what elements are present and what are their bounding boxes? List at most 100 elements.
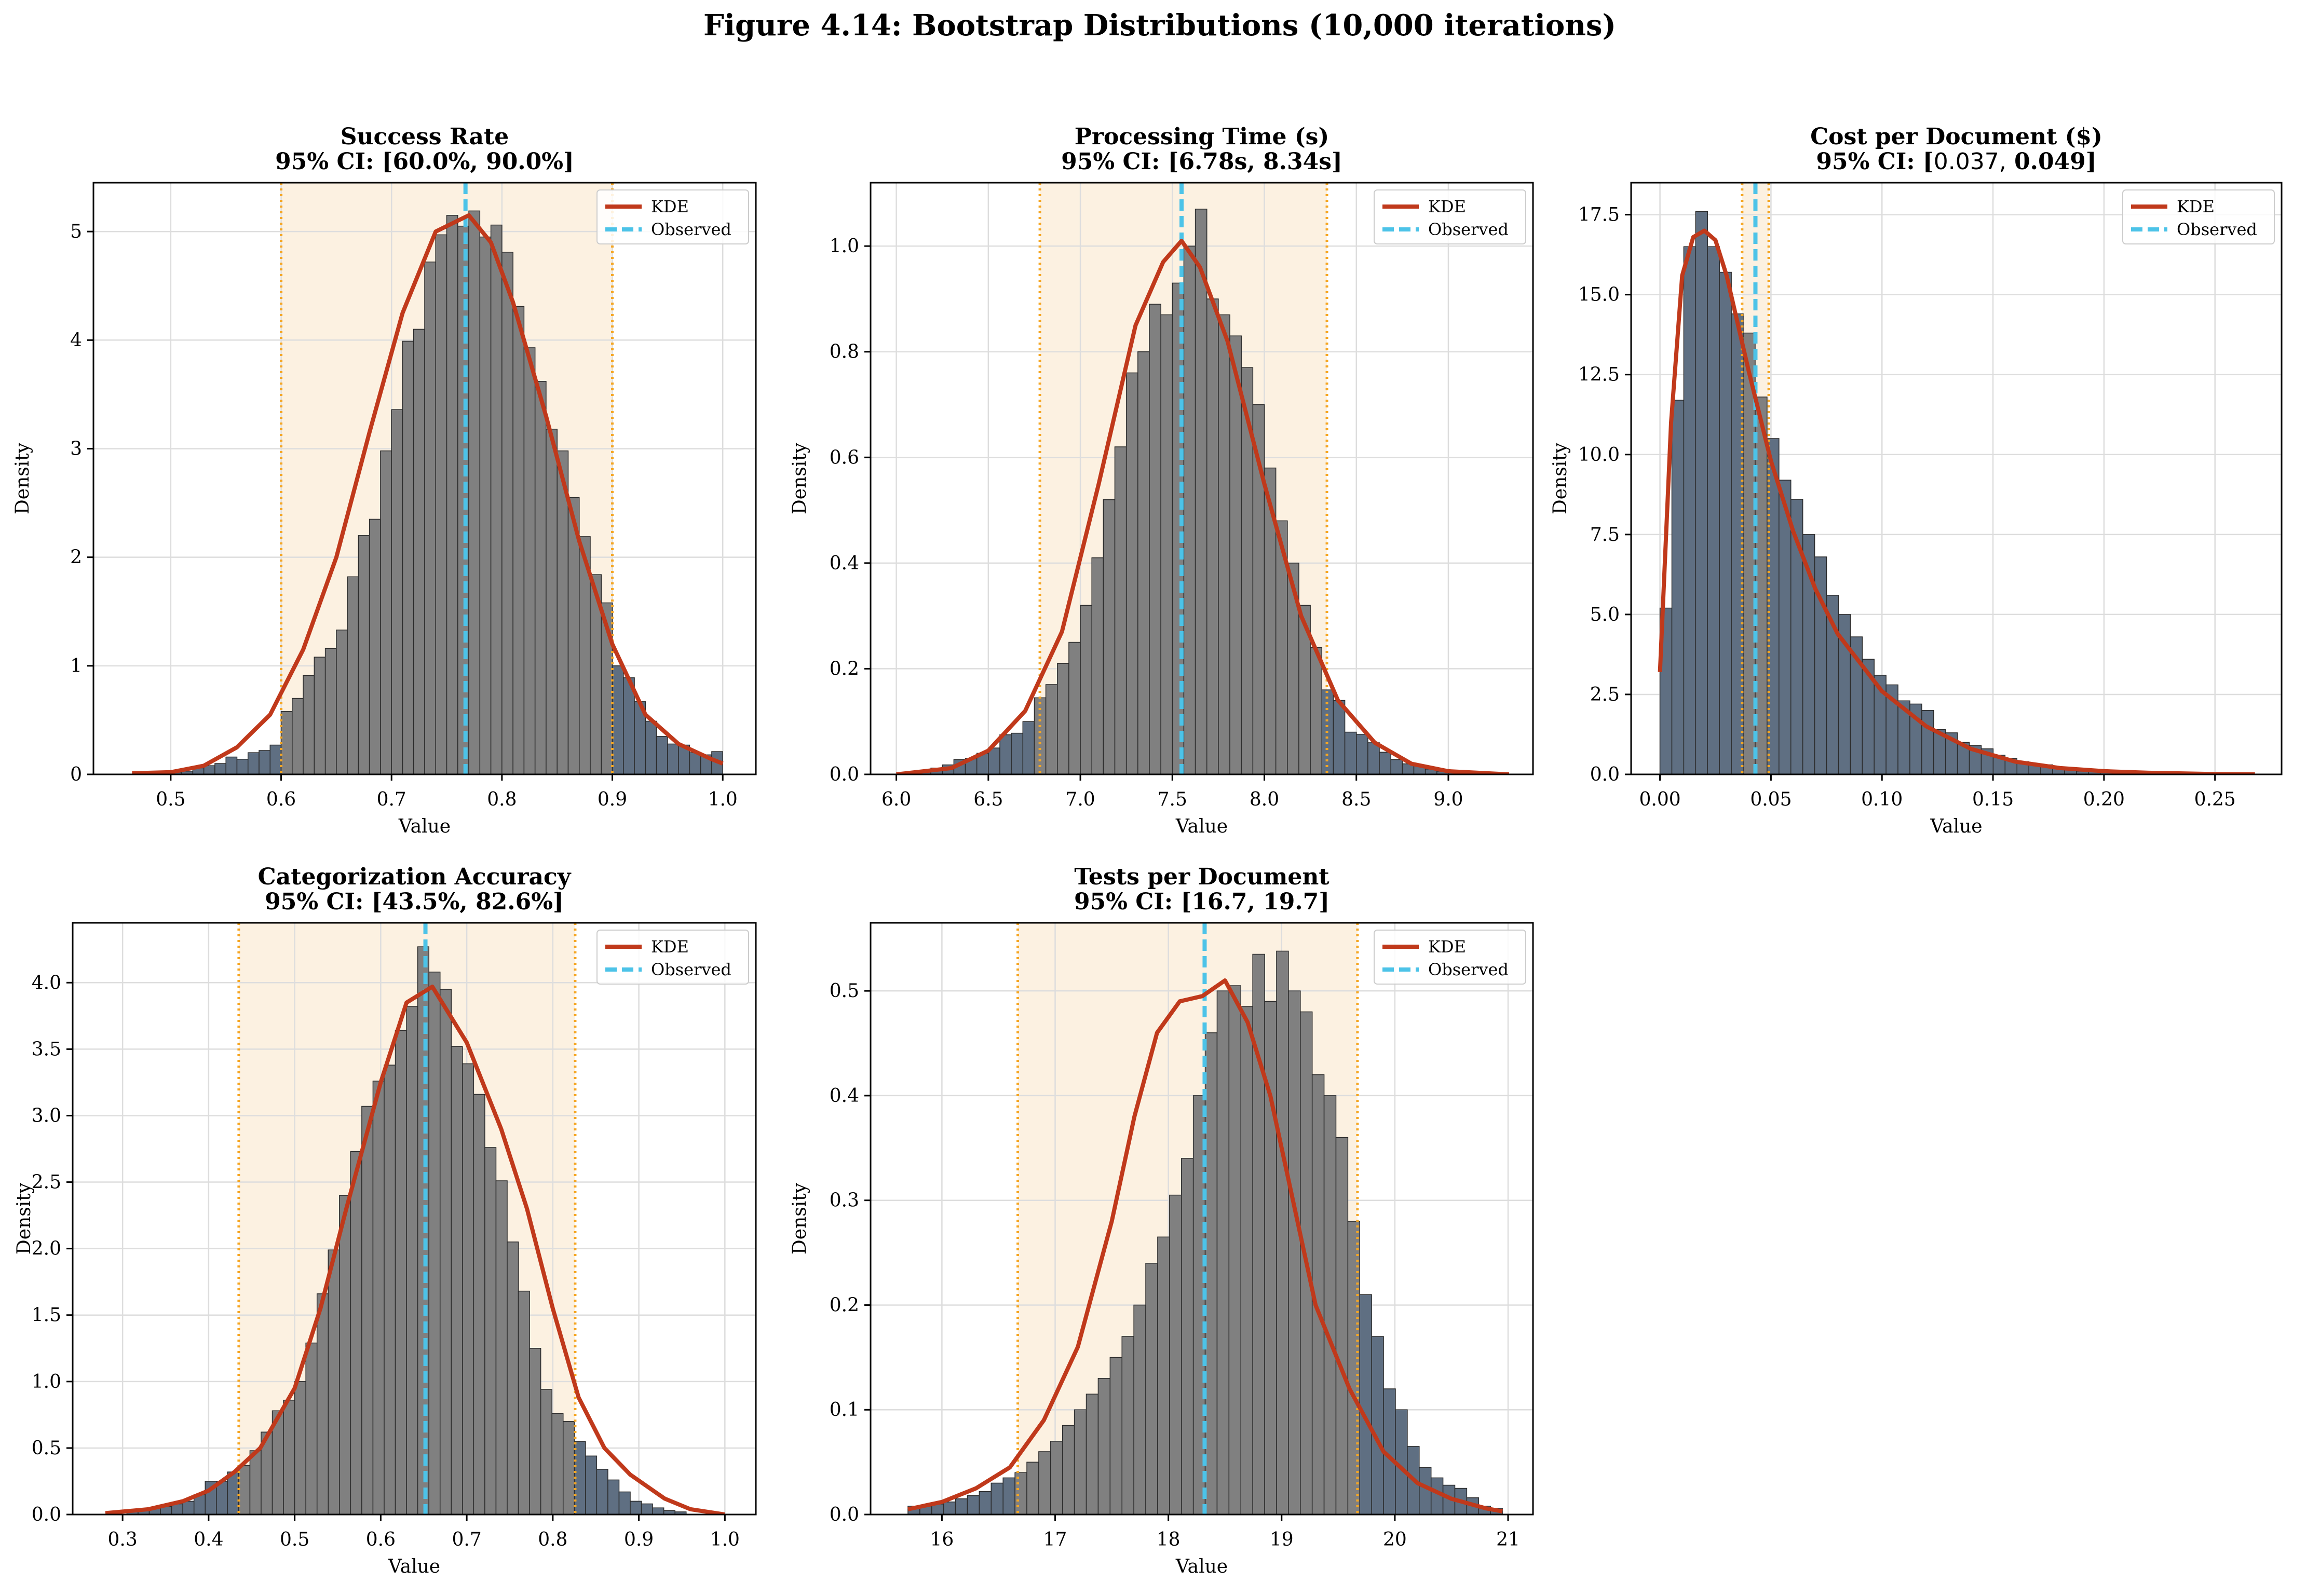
histogram-bar: [292, 698, 304, 774]
y-tick-label: 1: [70, 656, 82, 677]
x-tick-label: 8.5: [1341, 789, 1371, 810]
histogram-bar: [1169, 1194, 1182, 1515]
histogram-bar: [596, 1469, 608, 1515]
x-tick-label: 19: [1270, 1529, 1294, 1550]
histogram-bar: [339, 1195, 351, 1515]
histogram-bar: [1068, 642, 1081, 774]
histogram-bar: [1195, 209, 1208, 774]
x-axis-label: Value: [1930, 816, 1982, 837]
x-tick-label: 0.9: [598, 789, 627, 810]
histogram-bar: [238, 1465, 251, 1515]
histogram-bar: [1022, 721, 1035, 774]
histogram-bar: [1002, 1477, 1015, 1515]
y-tick-label: 0.8: [830, 342, 859, 363]
y-tick-label: 0.2: [830, 658, 859, 679]
histogram-bar: [468, 210, 481, 774]
histogram-bar: [1097, 1377, 1111, 1515]
histogram-bar: [358, 535, 370, 774]
histogram-bar: [1026, 1462, 1039, 1515]
kde-curve: [1658, 228, 2255, 774]
y-tick-label: 0.6: [830, 447, 859, 468]
x-tick-label: 0.5: [156, 789, 185, 810]
subplot-2: 6.0 6.5 7.0 7.5 8.0 8.5 9.0 0.0 0.2 0.4 0.6 0.8 1.0 V…: [789, 124, 1534, 837]
histogram-bar: [656, 736, 668, 774]
y-tick-label: 0.4: [830, 1085, 859, 1107]
histogram-bar: [551, 1413, 564, 1515]
y-tick-label: 4: [70, 330, 82, 351]
histogram-bar: [283, 1399, 295, 1515]
histogram-bar: [1157, 1236, 1170, 1515]
x-tick-label: 6.5: [973, 789, 1003, 810]
y-tick-label: 0.3: [830, 1190, 859, 1211]
x-tick-label: 0.8: [538, 1529, 567, 1550]
histogram-bar: [462, 1063, 474, 1515]
x-axis-label: Value: [388, 1556, 440, 1577]
histogram-bar: [967, 1495, 980, 1515]
x-tick-label: 0.9: [624, 1529, 654, 1550]
histogram-bar: [249, 1450, 262, 1515]
histogram-bar: [1074, 1409, 1087, 1515]
legend-box: [1374, 930, 1526, 985]
x-tick-label: 16: [930, 1529, 954, 1550]
x-tick-label: 20: [1383, 1529, 1407, 1550]
histogram-bar: [518, 1290, 530, 1515]
x-tick-label: 0.6: [266, 789, 296, 810]
histogram-bar: [1228, 985, 1242, 1515]
histogram-bar: [269, 744, 282, 774]
legend-kde-label: KDE: [651, 937, 689, 957]
subplot-title: Tests per Document: [1074, 864, 1329, 890]
y-tick-label: 0.0: [830, 764, 859, 785]
histogram-bar: [1121, 1336, 1134, 1515]
histogram-bar: [1109, 1357, 1122, 1515]
histogram-bar: [384, 1065, 396, 1515]
y-tick-label: 5: [70, 221, 82, 242]
histogram-bar: [406, 1006, 418, 1515]
histogram-bar: [1344, 731, 1357, 774]
x-tick-label: 0.3: [107, 1529, 137, 1550]
histogram-bar: [562, 1421, 575, 1515]
x-tick-label: 0.10: [1861, 789, 1903, 810]
histogram-bar: [534, 381, 547, 774]
histogram-bar: [1276, 950, 1289, 1515]
subplot-subtitle: 95% CI: [43.5%, 82.6%]: [265, 889, 564, 915]
histogram-bar: [347, 576, 359, 774]
histogram-bar: [645, 720, 657, 774]
histogram-bar: [1062, 1425, 1075, 1515]
histogram-bar: [1355, 733, 1368, 774]
x-tick-label: 6.0: [881, 789, 911, 810]
histogram-bar: [439, 989, 452, 1515]
histogram-bar: [607, 1479, 620, 1515]
histogram-bar: [1149, 304, 1161, 774]
x-tick-label: 7.5: [1158, 789, 1187, 810]
legend-observed-label: Observed: [651, 960, 731, 979]
y-tick-label: 15.0: [1578, 284, 1620, 306]
plot-area: [93, 183, 756, 774]
y-tick-label: 2.5: [32, 1172, 61, 1193]
subplots: 0.5 0.6 0.7 0.8 0.9 1.0 0 1 2 3 4 5 Value Density Succ…: [12, 124, 2283, 1577]
histogram-bar: [1091, 557, 1104, 774]
plot-area: [73, 923, 756, 1515]
subplot-title: Processing Time (s): [1075, 124, 1329, 150]
axes-frame: [870, 182, 1534, 775]
histogram-bar: [1335, 1137, 1349, 1515]
histogram-bar: [259, 750, 271, 774]
histogram-bar: [1229, 335, 1242, 774]
subplot-5: 16 17 18 19 20 21 0.0 0.1 0.2 0.3 0.4 0.5 Value Densi…: [789, 864, 1534, 1577]
x-tick-label: 0.25: [2194, 789, 2236, 810]
histogram-bar: [495, 1180, 508, 1515]
histogram-bar: [1347, 1221, 1361, 1515]
histogram-bar: [667, 743, 679, 774]
histogram-bar: [652, 1507, 664, 1515]
histogram-bar: [689, 752, 701, 774]
histogram-bar: [369, 519, 381, 774]
histogram-bar: [294, 1381, 306, 1515]
histogram-bar: [1921, 710, 1934, 774]
histogram-bar: [1419, 1467, 1432, 1515]
y-tick-label: 5.0: [1590, 604, 1620, 625]
x-tick-label: 0.6: [366, 1529, 396, 1550]
x-tick-label: 8.0: [1250, 789, 1279, 810]
histogram-bar: [1114, 446, 1127, 774]
subplot-subtitle: 95% CI: [60.0%, 90.0%]: [275, 148, 574, 175]
histogram-bar: [1050, 1441, 1063, 1515]
histogram-bar: [585, 1455, 598, 1515]
